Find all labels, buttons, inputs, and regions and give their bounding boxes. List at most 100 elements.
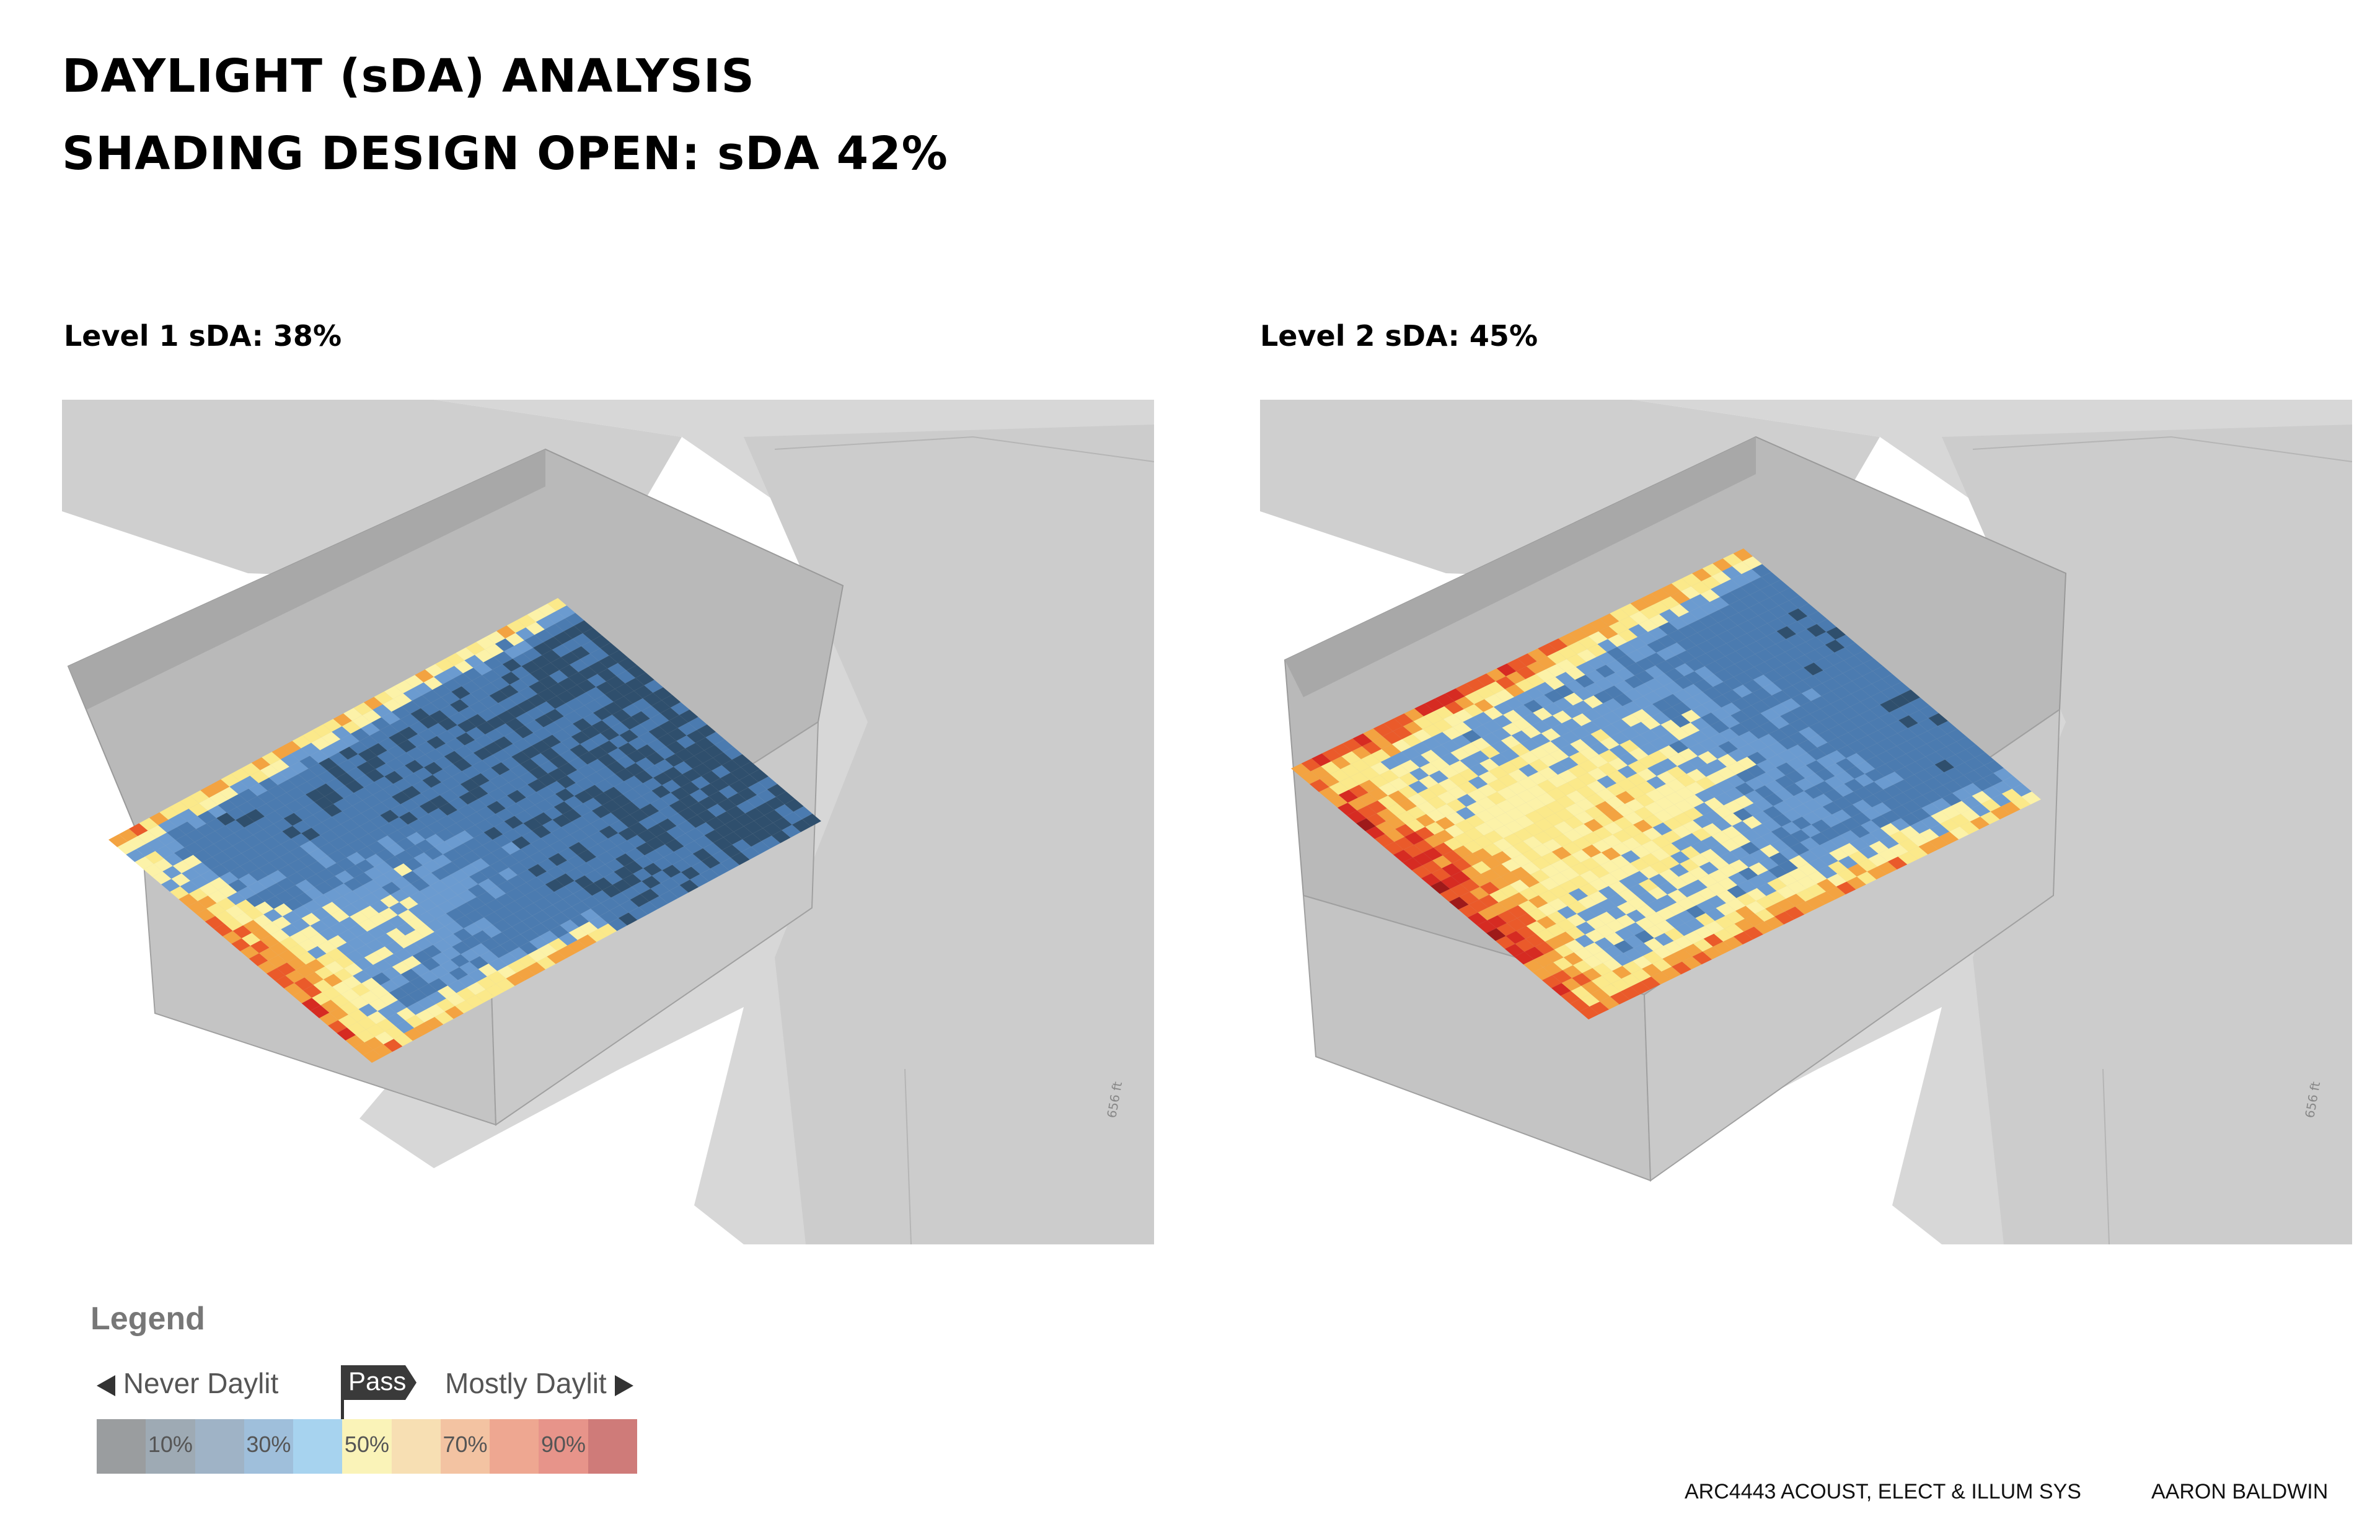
heatmap-cell: [761, 835, 781, 849]
heatmap-cell: [1642, 827, 1662, 840]
heatmap-cell: [1668, 876, 1688, 890]
heatmap-cell: [1665, 791, 1685, 805]
heatmap-cell: [1626, 786, 1646, 799]
heatmap-cell: [285, 970, 305, 983]
level-1-heatmap: [108, 598, 821, 1063]
heatmap-cell: [1922, 790, 1942, 803]
heatmap-cell: [1633, 943, 1654, 956]
heatmap-cell: [495, 893, 515, 907]
heatmap-cell: [527, 609, 547, 622]
heatmap-cell: [1934, 759, 1955, 773]
heatmap-cell: [1412, 865, 1432, 879]
heatmap-cell: [446, 993, 465, 1006]
heatmap-cell: [1627, 896, 1647, 910]
heatmap-cell: [697, 724, 716, 737]
heatmap-cell: [710, 863, 729, 876]
heatmap-cell: [337, 759, 357, 773]
heatmap-cell: [1678, 612, 1699, 625]
heatmap-cell: [608, 833, 627, 847]
heatmap-cell: [1693, 679, 1713, 692]
heatmap-cell: [397, 909, 417, 923]
heatmap-cell: [527, 949, 547, 962]
heatmap-cell: [1723, 936, 1743, 949]
heatmap-cell: [1852, 799, 1872, 812]
heatmap-cell: [1453, 709, 1473, 722]
heatmap-cell: [1700, 848, 1720, 862]
heatmap-cell: [1745, 641, 1766, 654]
heatmap-cell: [470, 943, 490, 956]
heatmap-cell: [500, 855, 519, 868]
heatmap-cell: [1568, 765, 1588, 778]
heatmap-cell: [1869, 717, 1889, 731]
heatmap-cell: [1543, 702, 1563, 716]
heatmap-cell: [413, 682, 433, 695]
heatmap-cell: [302, 729, 322, 743]
heatmap-cell: [405, 1014, 425, 1028]
heatmap-cell: [1395, 824, 1415, 837]
heatmap-cell: [1908, 710, 1929, 723]
heatmap-cell: [625, 848, 645, 861]
heatmap-cell: [428, 808, 447, 821]
heatmap-cell: [447, 895, 467, 909]
heatmap-cell: [1688, 620, 1708, 633]
heatmap-cell: [1712, 695, 1732, 708]
heatmap-cell: [1708, 622, 1727, 636]
heatmap-cell: [364, 952, 384, 965]
heatmap-cell: [288, 944, 307, 957]
heatmap-cell: [532, 910, 552, 923]
heatmap-cell: [424, 847, 443, 860]
level-2-label: Level 2 sDA: 45%: [1260, 319, 1538, 353]
heatmap-cell: [1562, 965, 1582, 979]
heatmap-cell: [1951, 801, 1971, 814]
heatmap-cell: [346, 767, 366, 780]
heatmap-cell: [252, 927, 271, 941]
heatmap-cell: [504, 731, 523, 744]
heatmap-cell: [1484, 830, 1504, 843]
heatmap-cell: [1474, 699, 1494, 712]
heatmap-cell: [1809, 721, 1829, 735]
heatmap-cell: [708, 791, 728, 804]
heatmap-cell: [1338, 790, 1359, 803]
heatmap-cell: [1547, 651, 1567, 664]
heatmap-cell: [1563, 952, 1584, 966]
heatmap-cell: [1504, 697, 1524, 710]
heatmap-cell: [1634, 806, 1654, 820]
heatmap-cell: [335, 870, 355, 884]
heatmap-cell: [433, 854, 452, 868]
heatmap-cell: [558, 762, 578, 776]
heatmap-cell: [1792, 804, 1813, 817]
heatmap-cell: [352, 800, 372, 814]
heatmap-cell: [533, 727, 553, 741]
heatmap-cell: [250, 770, 269, 783]
heatmap-cell: [1880, 699, 1900, 713]
heatmap-cell: [1570, 998, 1590, 1012]
heatmap-cell: [323, 889, 343, 902]
heatmap-cell: [381, 711, 400, 725]
heatmap-cell: [1734, 795, 1754, 809]
heatmap-cell: [681, 781, 700, 795]
heatmap-cell: [536, 871, 556, 885]
heatmap-cell: [488, 703, 507, 716]
heatmap-cell: [363, 965, 382, 978]
heatmap-cell: [523, 817, 542, 831]
heatmap-cell: [1652, 835, 1672, 848]
heatmap-cell: [1721, 702, 1741, 716]
heatmap-cell: [1580, 857, 1601, 871]
heatmap-cell: [1610, 608, 1629, 622]
heatmap-cell: [773, 817, 792, 830]
heatmap-cell: [1703, 810, 1723, 824]
heatmap-cell: [195, 836, 214, 850]
heatmap-cell: [1696, 640, 1716, 654]
heatmap-cell: [1828, 861, 1848, 874]
heatmap-cell: [340, 734, 359, 747]
heatmap-cell: [394, 948, 413, 962]
heatmap-cell: [659, 720, 678, 734]
heatmap-cell: [326, 948, 346, 961]
heatmap-cell: [454, 830, 474, 843]
heatmap-cell: [1634, 671, 1655, 684]
heatmap-cell: [503, 744, 522, 757]
heatmap-cell: [1382, 744, 1401, 757]
heatmap-cell: [1717, 754, 1737, 767]
heatmap-cell: [342, 721, 361, 734]
legend-segment: [195, 1419, 244, 1474]
